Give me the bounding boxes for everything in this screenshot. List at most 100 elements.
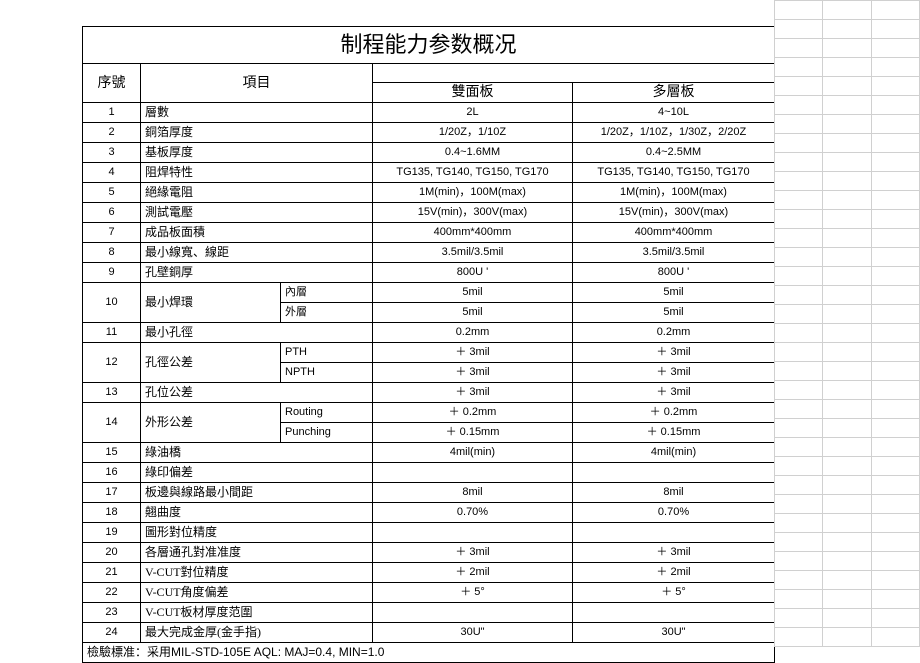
row-double: 4mil(min)	[373, 443, 573, 463]
row-double: ＋ 5°	[373, 583, 573, 603]
row-seq: 16	[83, 463, 141, 483]
row-item: 孔壁銅厚	[141, 263, 373, 283]
row-seq: 4	[83, 163, 141, 183]
row-seq: 9	[83, 263, 141, 283]
row-item: 銅箔厚度	[141, 123, 373, 143]
row-multi: 1/20Z，1/10Z，1/30Z，2/20Z	[573, 123, 775, 143]
row-multi: ＋ 3mil	[573, 343, 775, 363]
row-double: 15V(min)，300V(max)	[373, 203, 573, 223]
row-multi: 3.5mil/3.5mil	[573, 243, 775, 263]
header-double: 雙面板	[373, 83, 573, 103]
row-item: 板邊與線路最小間距	[141, 483, 373, 503]
row-item: 阻焊特性	[141, 163, 373, 183]
row-multi: 15V(min)，300V(max)	[573, 203, 775, 223]
row-seq: 20	[83, 543, 141, 563]
row-multi: 0.4~2.5MM	[573, 143, 775, 163]
row-double: ＋ 0.2mm	[373, 403, 573, 423]
row-item: 絕緣電阻	[141, 183, 373, 203]
row-seq: 18	[83, 503, 141, 523]
row-item: 綠油橋	[141, 443, 373, 463]
row-seq: 19	[83, 523, 141, 543]
row-multi: ＋ 3mil	[573, 543, 775, 563]
row-item: 層數	[141, 103, 373, 123]
row-double	[373, 463, 573, 483]
row-item: 成品板面積	[141, 223, 373, 243]
row-item: 孔位公差	[141, 383, 373, 403]
row-item: 孔徑公差	[141, 343, 281, 383]
row-multi: 4mil(min)	[573, 443, 775, 463]
row-seq: 13	[83, 383, 141, 403]
row-seq: 7	[83, 223, 141, 243]
row-multi: TG135, TG140, TG150, TG170	[573, 163, 775, 183]
row-double: 0.70%	[373, 503, 573, 523]
row-multi: ＋ 3mil	[573, 383, 775, 403]
row-item: 最小孔徑	[141, 323, 373, 343]
row-seq: 14	[83, 403, 141, 443]
row-item: 綠印偏差	[141, 463, 373, 483]
row-double: ＋ 3mil	[373, 543, 573, 563]
row-seq: 10	[83, 283, 141, 323]
row-seq: 5	[83, 183, 141, 203]
row-item: V-CUT板材厚度范圍	[141, 603, 373, 623]
row-double	[373, 523, 573, 543]
header-multi: 多層板	[573, 83, 775, 103]
row-subitem: 外層	[281, 303, 373, 323]
row-seq: 12	[83, 343, 141, 383]
spreadsheet-ghost-grid	[774, 0, 920, 651]
row-item: 圖形對位精度	[141, 523, 373, 543]
row-double: ＋ 3mil	[373, 363, 573, 383]
row-subitem: NPTH	[281, 363, 373, 383]
row-seq: 23	[83, 603, 141, 623]
row-multi: 0.2mm	[573, 323, 775, 343]
row-double: 3.5mil/3.5mil	[373, 243, 573, 263]
row-double: 0.4~1.6MM	[373, 143, 573, 163]
row-double: 1/20Z，1/10Z	[373, 123, 573, 143]
row-seq: 6	[83, 203, 141, 223]
row-subitem: 內層	[281, 283, 373, 303]
row-multi: ＋ 2mil	[573, 563, 775, 583]
row-multi	[573, 603, 775, 623]
row-subitem: Punching	[281, 423, 373, 443]
row-item: 最大完成金厚(金手指)	[141, 623, 373, 643]
row-double: 400mm*400mm	[373, 223, 573, 243]
row-seq: 8	[83, 243, 141, 263]
row-seq: 3	[83, 143, 141, 163]
row-double: ＋ 2mil	[373, 563, 573, 583]
row-multi: ＋ 0.15mm	[573, 423, 775, 443]
row-double: 800U '	[373, 263, 573, 283]
row-multi: 400mm*400mm	[573, 223, 775, 243]
row-seq: 22	[83, 583, 141, 603]
row-multi: 30U"	[573, 623, 775, 643]
header-seq: 序號	[83, 64, 141, 103]
row-multi: 0.70%	[573, 503, 775, 523]
row-seq: 11	[83, 323, 141, 343]
row-seq: 15	[83, 443, 141, 463]
row-item: 最小線寬、線距	[141, 243, 373, 263]
page-title: 制程能力参数概况	[83, 27, 775, 64]
row-double: 30U"	[373, 623, 573, 643]
row-multi: 5mil	[573, 283, 775, 303]
row-seq: 1	[83, 103, 141, 123]
row-seq: 17	[83, 483, 141, 503]
row-double: 1M(min)，100M(max)	[373, 183, 573, 203]
row-double: 5mil	[373, 303, 573, 323]
row-item: 測試電壓	[141, 203, 373, 223]
row-multi: ＋ 0.2mm	[573, 403, 775, 423]
row-double: ＋ 3mil	[373, 383, 573, 403]
row-multi	[573, 463, 775, 483]
row-double	[373, 603, 573, 623]
row-multi: 8mil	[573, 483, 775, 503]
row-seq: 21	[83, 563, 141, 583]
row-subitem: PTH	[281, 343, 373, 363]
row-multi: 4~10L	[573, 103, 775, 123]
row-double: 5mil	[373, 283, 573, 303]
row-double: 2L	[373, 103, 573, 123]
row-multi: ＋ 5°	[573, 583, 775, 603]
row-multi: 800U '	[573, 263, 775, 283]
row-multi: ＋ 3mil	[573, 363, 775, 383]
row-multi: 1M(min)，100M(max)	[573, 183, 775, 203]
row-item: V-CUT對位精度	[141, 563, 373, 583]
row-multi: 5mil	[573, 303, 775, 323]
row-seq: 2	[83, 123, 141, 143]
row-multi	[573, 523, 775, 543]
